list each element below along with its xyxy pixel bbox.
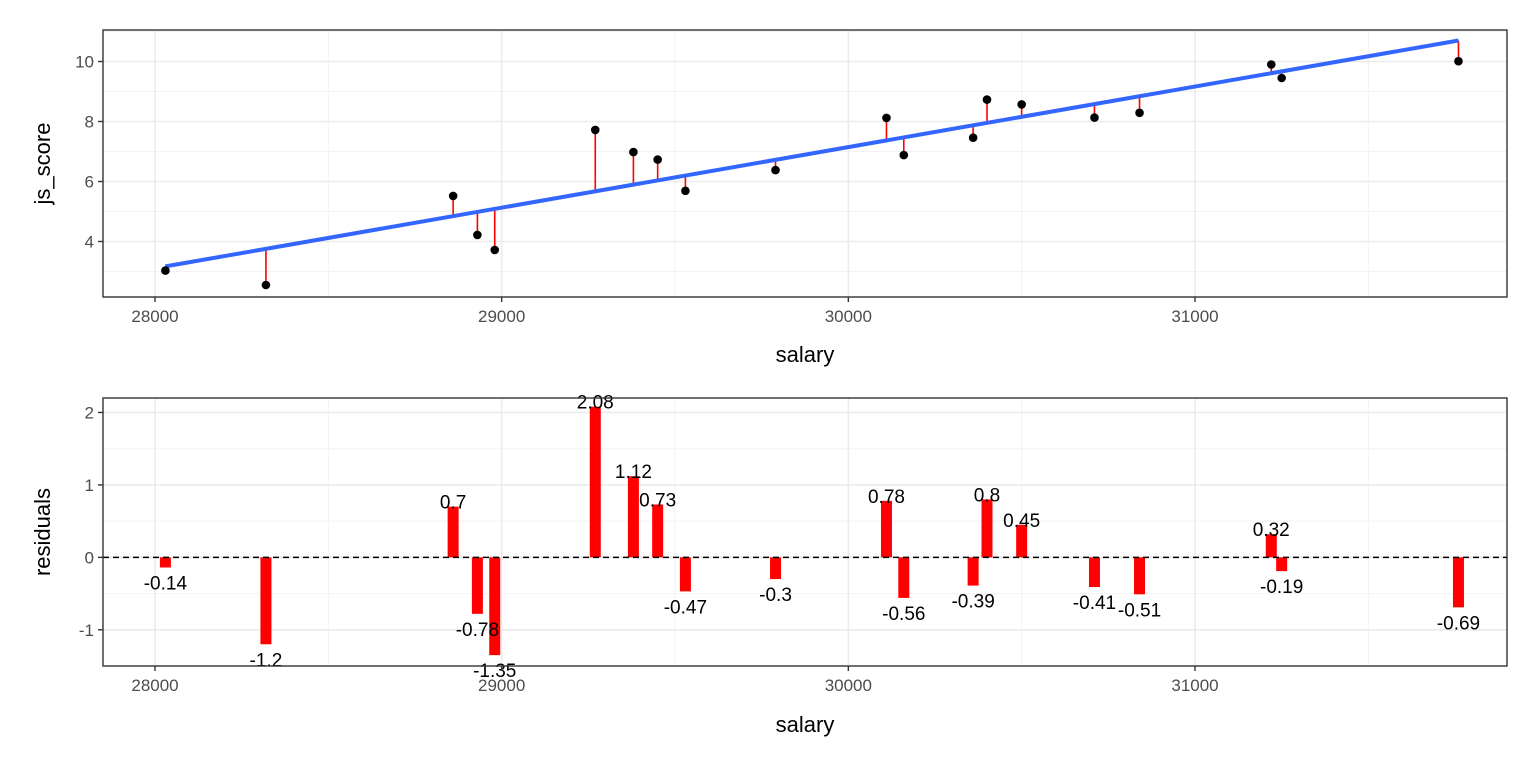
x-tick-label: 29000: [478, 676, 525, 695]
x-tick-label: 28000: [131, 307, 178, 326]
residual-bar: [981, 499, 993, 558]
panel-border: [102, 397, 1508, 667]
scatter-panel: 28000 29000 30000 31000 4 6 8 10 salary js_score: [30, 29, 1508, 367]
residual-value-label: -0.41: [1073, 593, 1116, 614]
regression-line: [165, 38, 1459, 269]
data-point: [490, 245, 500, 255]
data-point: [1454, 56, 1463, 66]
data-point: [1277, 73, 1286, 83]
data-point: [1135, 108, 1144, 118]
residual-bar: [967, 557, 979, 586]
residual-value-label: 2.08: [577, 393, 614, 414]
panel-border: [102, 29, 1508, 298]
residual-bar: [627, 476, 639, 558]
y-tick-label: 10: [75, 53, 94, 72]
x-tick-label: 30000: [825, 307, 872, 326]
residual-bar: [679, 557, 691, 592]
residual-value-label: 1.12: [615, 462, 652, 483]
residual-bar: [471, 557, 483, 614]
data-point: [1090, 113, 1099, 122]
residual-value-label: 0.78: [868, 487, 905, 508]
residual-bar: [589, 406, 601, 558]
residual-bar: [159, 557, 171, 568]
y-axis-title: js_score: [30, 123, 55, 206]
residual-bar: [260, 557, 272, 645]
y-tick-label: -1: [79, 621, 94, 640]
data-point: [771, 165, 780, 175]
residual-value-label: 0.8: [974, 485, 1000, 506]
data-point: [161, 266, 170, 275]
residual-value-label: -0.39: [951, 592, 994, 613]
residual-bar: [770, 557, 782, 580]
residual-value-label: -0.51: [1118, 600, 1161, 621]
residual-value-label: -0.14: [144, 573, 188, 594]
x-tick-label: 30000: [825, 676, 872, 695]
data-point: [629, 147, 638, 157]
residual-value-label: -0.69: [1437, 613, 1480, 634]
data-point: [448, 191, 458, 201]
y-axis-title: residuals: [30, 488, 55, 576]
residual-bar: [1134, 557, 1146, 595]
residual-value-label: 0.32: [1253, 520, 1290, 541]
residual-value-label: -0.78: [456, 620, 499, 641]
data-point: [653, 155, 662, 164]
residuals-panel: -0.14-1.20.7-0.78-1.352.081.120.73-0.47-…: [30, 393, 1508, 737]
residual-bar: [652, 504, 664, 558]
residual-value-label: -0.47: [664, 597, 707, 618]
residual-bar: [447, 506, 459, 558]
residual-bar: [880, 500, 892, 558]
data-point: [681, 186, 690, 196]
residual-value-label: -0.19: [1260, 577, 1303, 598]
residual-bar: [1088, 557, 1100, 588]
residual-value-label: -1.2: [250, 650, 283, 671]
residual-value-label: 0.7: [440, 493, 466, 514]
data-point: [261, 280, 271, 290]
x-tick-label: 29000: [478, 307, 525, 326]
y-tick-label: 0: [85, 548, 94, 567]
x-tick-label: 31000: [1171, 307, 1218, 326]
data-point: [1266, 60, 1276, 69]
y-tick-label: 1: [85, 476, 94, 495]
x-tick-label: 31000: [1171, 676, 1218, 695]
data-point: [968, 133, 978, 142]
residual-value-label: -0.3: [759, 585, 792, 606]
residual-bar: [1265, 534, 1277, 558]
data-point: [882, 113, 891, 123]
x-tick-label: 28000: [131, 676, 178, 695]
data-point: [982, 95, 992, 104]
data-point: [899, 150, 909, 160]
y-tick-label: 2: [85, 403, 94, 422]
residual-value-label: -0.56: [882, 604, 925, 625]
residual-bar: [1276, 557, 1288, 572]
x-axis-title: salary: [776, 712, 835, 737]
data-point: [1017, 100, 1026, 109]
residual-bar: [898, 557, 910, 598]
data-point: [473, 230, 482, 240]
y-tick-label: 6: [85, 173, 94, 192]
residual-value-label: 0.45: [1003, 511, 1040, 532]
x-axis-title: salary: [776, 342, 835, 367]
y-tick-label: 4: [85, 233, 94, 252]
y-tick-label: 8: [85, 113, 94, 132]
residual-bar: [1016, 524, 1028, 558]
data-point: [590, 125, 600, 135]
residual-bar: [489, 557, 501, 656]
residual-bar: [1452, 557, 1464, 608]
residual-value-label: 0.73: [639, 490, 676, 511]
